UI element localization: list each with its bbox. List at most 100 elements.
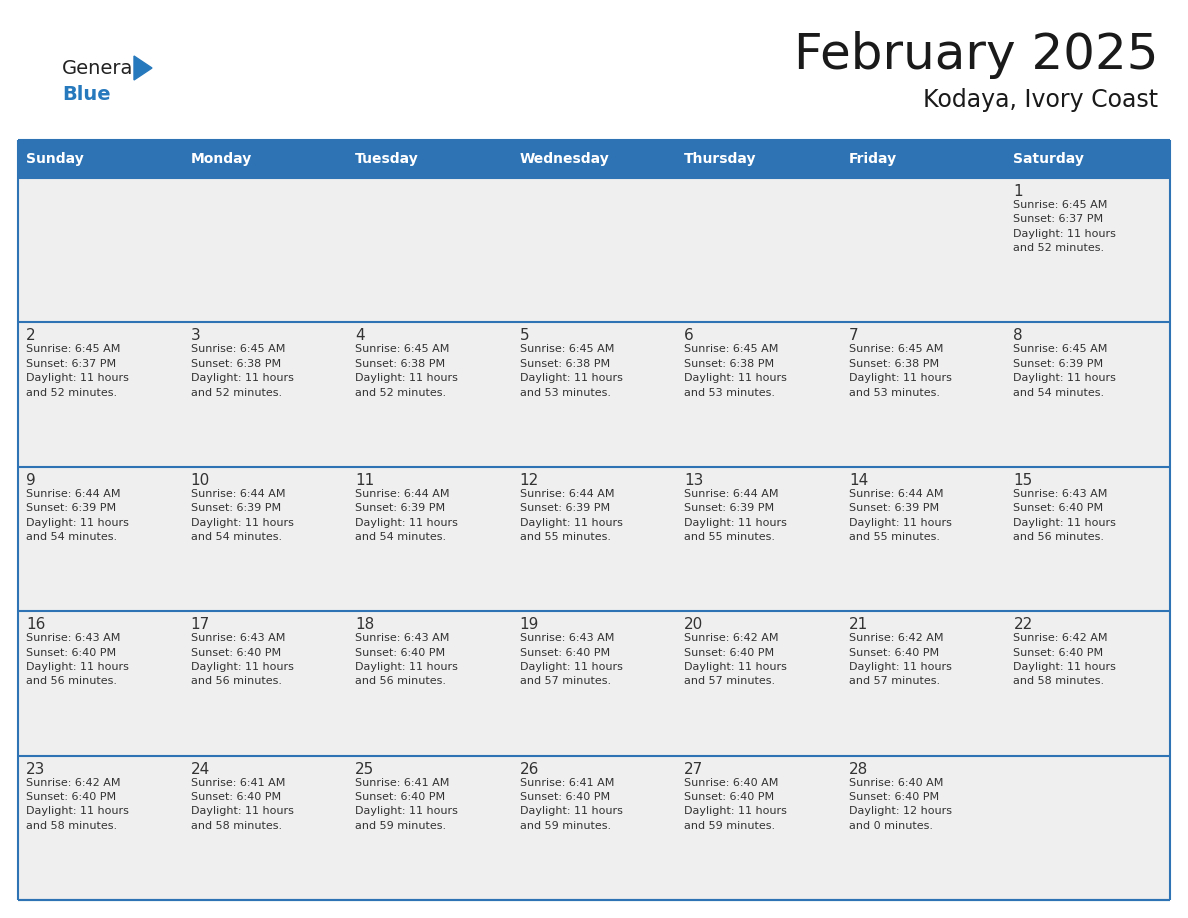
Text: 14: 14	[849, 473, 868, 487]
Bar	[512, 178, 676, 322]
Text: 9: 9	[26, 473, 36, 487]
Text: Sunrise: 6:45 AM
Sunset: 6:38 PM
Daylight: 11 hours
and 53 minutes.: Sunrise: 6:45 AM Sunset: 6:38 PM Dayligh…	[519, 344, 623, 397]
Text: Sunrise: 6:44 AM
Sunset: 6:39 PM
Daylight: 11 hours
and 54 minutes.: Sunrise: 6:44 AM Sunset: 6:39 PM Dayligh…	[190, 488, 293, 542]
Text: Sunrise: 6:43 AM
Sunset: 6:40 PM
Daylight: 11 hours
and 56 minutes.: Sunrise: 6:43 AM Sunset: 6:40 PM Dayligh…	[26, 633, 128, 687]
Text: Kodaya, Ivory Coast: Kodaya, Ivory Coast	[923, 88, 1158, 112]
Text: Sunrise: 6:41 AM
Sunset: 6:40 PM
Daylight: 11 hours
and 59 minutes.: Sunrise: 6:41 AM Sunset: 6:40 PM Dayligh…	[355, 778, 459, 831]
Text: February 2025: February 2025	[794, 31, 1158, 79]
Text: 1: 1	[1013, 184, 1023, 199]
Text: Sunrise: 6:42 AM
Sunset: 6:40 PM
Daylight: 11 hours
and 58 minutes.: Sunrise: 6:42 AM Sunset: 6:40 PM Dayligh…	[1013, 633, 1117, 687]
Bar	[676, 466, 841, 611]
Bar	[347, 756, 512, 900]
Text: 5: 5	[519, 329, 530, 343]
Text: Sunrise: 6:45 AM
Sunset: 6:37 PM
Daylight: 11 hours
and 52 minutes.: Sunrise: 6:45 AM Sunset: 6:37 PM Dayligh…	[26, 344, 128, 397]
Text: Sunrise: 6:45 AM
Sunset: 6:39 PM
Daylight: 11 hours
and 54 minutes.: Sunrise: 6:45 AM Sunset: 6:39 PM Dayligh…	[1013, 344, 1117, 397]
Bar	[183, 466, 347, 611]
Bar	[183, 611, 347, 756]
Bar	[18, 178, 183, 322]
Text: 25: 25	[355, 762, 374, 777]
Bar	[1005, 178, 1170, 322]
Bar	[347, 178, 512, 322]
Bar	[512, 611, 676, 756]
Text: Sunrise: 6:45 AM
Sunset: 6:38 PM
Daylight: 11 hours
and 52 minutes.: Sunrise: 6:45 AM Sunset: 6:38 PM Dayligh…	[190, 344, 293, 397]
Text: Sunrise: 6:45 AM
Sunset: 6:38 PM
Daylight: 11 hours
and 52 minutes.: Sunrise: 6:45 AM Sunset: 6:38 PM Dayligh…	[355, 344, 459, 397]
Text: 24: 24	[190, 762, 210, 777]
Text: Sunrise: 6:43 AM
Sunset: 6:40 PM
Daylight: 11 hours
and 56 minutes.: Sunrise: 6:43 AM Sunset: 6:40 PM Dayligh…	[190, 633, 293, 687]
Bar	[512, 322, 676, 466]
Text: 16: 16	[26, 617, 45, 633]
Text: Sunday: Sunday	[26, 152, 83, 166]
Text: 27: 27	[684, 762, 703, 777]
Bar	[841, 140, 1005, 178]
Text: 8: 8	[1013, 329, 1023, 343]
Bar	[841, 322, 1005, 466]
Bar	[18, 756, 183, 900]
Text: Sunrise: 6:40 AM
Sunset: 6:40 PM
Daylight: 12 hours
and 0 minutes.: Sunrise: 6:40 AM Sunset: 6:40 PM Dayligh…	[849, 778, 952, 831]
Text: 11: 11	[355, 473, 374, 487]
Text: 15: 15	[1013, 473, 1032, 487]
Bar	[347, 322, 512, 466]
Text: 4: 4	[355, 329, 365, 343]
Text: Thursday: Thursday	[684, 152, 757, 166]
Text: Sunrise: 6:42 AM
Sunset: 6:40 PM
Daylight: 11 hours
and 58 minutes.: Sunrise: 6:42 AM Sunset: 6:40 PM Dayligh…	[26, 778, 128, 831]
Text: 23: 23	[26, 762, 45, 777]
Text: 21: 21	[849, 617, 868, 633]
Text: 26: 26	[519, 762, 539, 777]
Bar	[347, 611, 512, 756]
Bar	[676, 756, 841, 900]
Text: Friday: Friday	[849, 152, 897, 166]
Text: 7: 7	[849, 329, 859, 343]
Bar	[1005, 466, 1170, 611]
Text: 6: 6	[684, 329, 694, 343]
Polygon shape	[134, 56, 152, 80]
Bar	[18, 466, 183, 611]
Text: Sunrise: 6:44 AM
Sunset: 6:39 PM
Daylight: 11 hours
and 55 minutes.: Sunrise: 6:44 AM Sunset: 6:39 PM Dayligh…	[849, 488, 952, 542]
Bar	[347, 466, 512, 611]
Text: Sunrise: 6:44 AM
Sunset: 6:39 PM
Daylight: 11 hours
and 55 minutes.: Sunrise: 6:44 AM Sunset: 6:39 PM Dayligh…	[684, 488, 788, 542]
Text: Sunrise: 6:40 AM
Sunset: 6:40 PM
Daylight: 11 hours
and 59 minutes.: Sunrise: 6:40 AM Sunset: 6:40 PM Dayligh…	[684, 778, 788, 831]
Bar	[512, 756, 676, 900]
Bar	[1005, 140, 1170, 178]
Bar	[676, 611, 841, 756]
Bar	[1005, 611, 1170, 756]
Bar	[18, 140, 183, 178]
Text: Sunrise: 6:43 AM
Sunset: 6:40 PM
Daylight: 11 hours
and 56 minutes.: Sunrise: 6:43 AM Sunset: 6:40 PM Dayligh…	[1013, 488, 1117, 542]
Text: 28: 28	[849, 762, 868, 777]
Text: Sunrise: 6:42 AM
Sunset: 6:40 PM
Daylight: 11 hours
and 57 minutes.: Sunrise: 6:42 AM Sunset: 6:40 PM Dayligh…	[684, 633, 788, 687]
Text: 10: 10	[190, 473, 210, 487]
Bar	[841, 756, 1005, 900]
Text: 2: 2	[26, 329, 36, 343]
Text: Sunrise: 6:45 AM
Sunset: 6:38 PM
Daylight: 11 hours
and 53 minutes.: Sunrise: 6:45 AM Sunset: 6:38 PM Dayligh…	[849, 344, 952, 397]
Text: Sunrise: 6:44 AM
Sunset: 6:39 PM
Daylight: 11 hours
and 54 minutes.: Sunrise: 6:44 AM Sunset: 6:39 PM Dayligh…	[355, 488, 459, 542]
Bar	[841, 178, 1005, 322]
Bar	[183, 178, 347, 322]
Bar	[1005, 756, 1170, 900]
Text: 20: 20	[684, 617, 703, 633]
Bar	[676, 178, 841, 322]
Text: General: General	[62, 59, 139, 77]
Bar	[18, 611, 183, 756]
Bar	[841, 611, 1005, 756]
Text: Sunrise: 6:42 AM
Sunset: 6:40 PM
Daylight: 11 hours
and 57 minutes.: Sunrise: 6:42 AM Sunset: 6:40 PM Dayligh…	[849, 633, 952, 687]
Text: Sunrise: 6:43 AM
Sunset: 6:40 PM
Daylight: 11 hours
and 56 minutes.: Sunrise: 6:43 AM Sunset: 6:40 PM Dayligh…	[355, 633, 459, 687]
Text: Sunrise: 6:45 AM
Sunset: 6:37 PM
Daylight: 11 hours
and 52 minutes.: Sunrise: 6:45 AM Sunset: 6:37 PM Dayligh…	[1013, 200, 1117, 253]
Bar	[512, 140, 676, 178]
Text: Sunrise: 6:44 AM
Sunset: 6:39 PM
Daylight: 11 hours
and 54 minutes.: Sunrise: 6:44 AM Sunset: 6:39 PM Dayligh…	[26, 488, 128, 542]
Text: Monday: Monday	[190, 152, 252, 166]
Text: Sunrise: 6:41 AM
Sunset: 6:40 PM
Daylight: 11 hours
and 58 minutes.: Sunrise: 6:41 AM Sunset: 6:40 PM Dayligh…	[190, 778, 293, 831]
Bar	[183, 756, 347, 900]
Text: Sunrise: 6:45 AM
Sunset: 6:38 PM
Daylight: 11 hours
and 53 minutes.: Sunrise: 6:45 AM Sunset: 6:38 PM Dayligh…	[684, 344, 788, 397]
Bar	[183, 322, 347, 466]
Text: 12: 12	[519, 473, 539, 487]
Bar	[841, 466, 1005, 611]
Text: 3: 3	[190, 329, 201, 343]
Bar	[183, 140, 347, 178]
Bar	[512, 466, 676, 611]
Text: Tuesday: Tuesday	[355, 152, 419, 166]
Text: 22: 22	[1013, 617, 1032, 633]
Bar	[676, 322, 841, 466]
Text: Sunrise: 6:44 AM
Sunset: 6:39 PM
Daylight: 11 hours
and 55 minutes.: Sunrise: 6:44 AM Sunset: 6:39 PM Dayligh…	[519, 488, 623, 542]
Text: 13: 13	[684, 473, 703, 487]
Text: Blue: Blue	[62, 85, 110, 105]
Bar	[347, 140, 512, 178]
